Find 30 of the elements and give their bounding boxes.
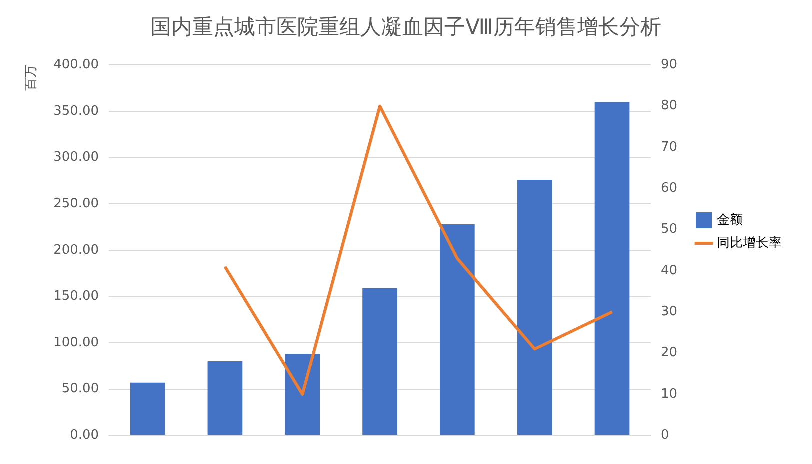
y-tick-label: 200.00 [54,242,100,258]
y2-tick-label: 60 [660,181,678,196]
y-tick-label: 150.00 [54,289,100,304]
y-tick-label: 400.00 [54,58,100,73]
y2-tick-label: 80 [660,98,678,114]
y2-tick-label: 10 [660,386,678,402]
y2-tick-label: 30 [660,304,678,320]
y2-tick-label: 0 [660,428,670,443]
bar [594,102,630,436]
chart-title: 国内重点城市医院重组人凝血因子Ⅷ历年销售增长分析 [150,15,662,40]
y-tick-label: 350.00 [54,104,100,119]
y-axis-title: 百万 [24,65,40,92]
y2-tick-label: 50 [660,222,678,238]
bar [517,180,552,436]
y-tick-label: 100.00 [54,335,100,350]
y-tick-label: 250.00 [54,196,100,212]
y-tick-label: 300.00 [54,150,100,166]
y-tick-label: 50.00 [62,382,100,397]
y2-tick-label: 90 [660,58,678,73]
y2-tick-label: 70 [660,140,678,155]
legend-label: 同比增长率 [717,234,782,251]
bar [362,288,398,436]
legend-label: 金额 [717,212,743,228]
y-tick-label: 0.00 [70,428,100,443]
y2-tick-label: 40 [660,263,678,278]
bar [285,354,320,436]
bar [208,362,243,436]
bar [440,224,475,436]
y2-tick-label: 20 [660,346,678,361]
bar [130,382,166,436]
